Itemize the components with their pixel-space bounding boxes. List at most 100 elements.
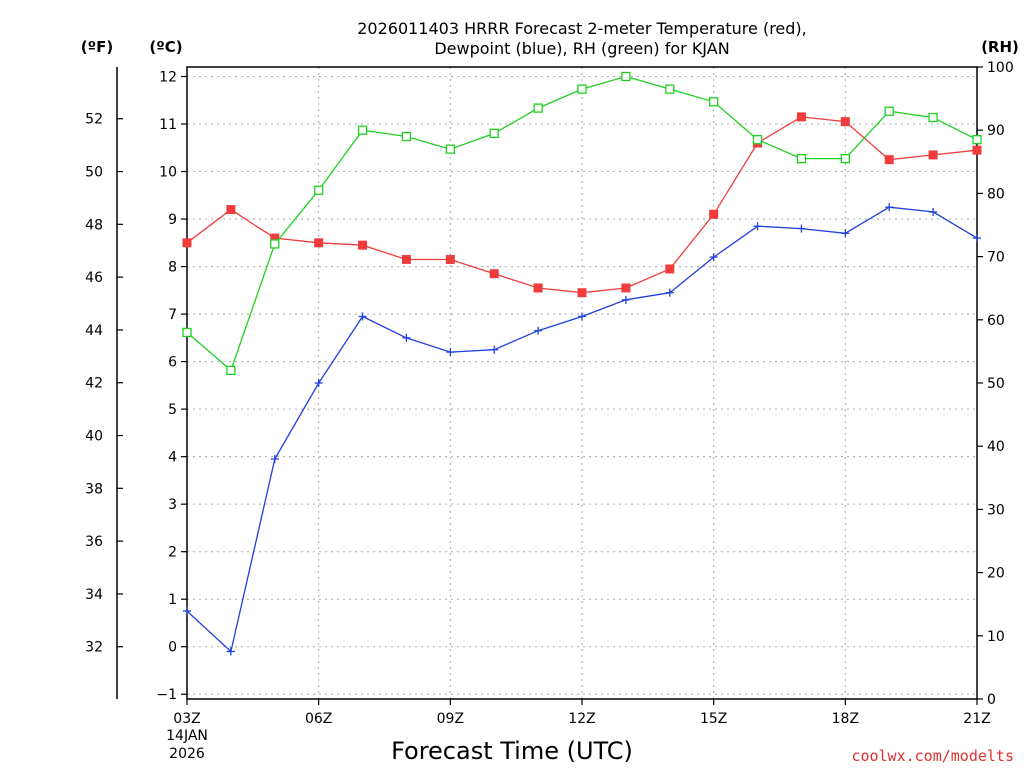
series-point-rh-9 bbox=[445, 144, 455, 154]
rh-tick-label-40: 40 bbox=[987, 439, 1005, 455]
celsius-tick-label-4: 4 bbox=[168, 450, 177, 466]
rh-tick-label-100: 100 bbox=[987, 60, 1014, 76]
series-point-rh-20 bbox=[928, 112, 938, 123]
series-point-2-meter-temperature-8 bbox=[401, 254, 411, 264]
series-point-2-meter-temperature-12 bbox=[577, 288, 587, 298]
series-point-dewpoint-18 bbox=[841, 229, 850, 238]
series-point-2-meter-temperature-21 bbox=[972, 145, 982, 155]
celsius-tick-label-10: 10 bbox=[159, 165, 177, 181]
x-axis-label: Forecast Time (UTC) bbox=[391, 737, 633, 765]
source-credit: coolwx.com/modelts bbox=[851, 747, 1014, 765]
series-point-rh-10 bbox=[489, 128, 499, 139]
series-point-dewpoint-10 bbox=[490, 345, 499, 354]
celsius-axis-unit: (ºC) bbox=[149, 38, 182, 56]
series-point-2-meter-temperature-13 bbox=[621, 283, 631, 293]
rh-tick-label-50: 50 bbox=[987, 376, 1005, 392]
x-tick-label-06Z: 06Z bbox=[305, 711, 332, 727]
fahrenheit-tick-label-34: 34 bbox=[85, 587, 103, 603]
series-point-dewpoint-17 bbox=[797, 224, 806, 233]
series-point-rh-19 bbox=[884, 106, 894, 116]
fahrenheit-tick-label-48: 48 bbox=[85, 217, 103, 233]
fahrenheit-tick-label-42: 42 bbox=[85, 376, 103, 392]
rh-tick-label-60: 60 bbox=[987, 313, 1005, 329]
series-point-2-meter-temperature-19 bbox=[884, 155, 894, 165]
series-point-2-meter-temperature-10 bbox=[489, 269, 499, 279]
celsius-tick-label-3: 3 bbox=[168, 497, 177, 513]
ticks-layer: −101234567891011123234363840424446485052… bbox=[85, 60, 1014, 727]
series-point-2-meter-temperature-4 bbox=[226, 205, 236, 215]
series-point-rh-14 bbox=[665, 84, 675, 94]
fahrenheit-tick-label-46: 46 bbox=[85, 270, 103, 286]
series-point-rh-5 bbox=[270, 239, 280, 249]
series-point-2-meter-temperature-14 bbox=[665, 264, 675, 274]
celsius-tick-label-5: 5 bbox=[168, 402, 177, 418]
series-point-dewpoint-19 bbox=[885, 203, 894, 212]
series-point-dewpoint-16 bbox=[753, 222, 762, 231]
series-point-rh-12 bbox=[577, 84, 587, 94]
chart-title-line-2: Dewpoint (blue), RH (green) for KJAN bbox=[434, 39, 729, 58]
celsius-tick-label-6: 6 bbox=[168, 355, 177, 371]
series-point-rh-18 bbox=[840, 153, 850, 164]
rh-tick-label-80: 80 bbox=[987, 186, 1005, 202]
fahrenheit-tick-label-50: 50 bbox=[85, 165, 103, 181]
x-date-line-2: 2026 bbox=[169, 746, 205, 762]
celsius-tick-label-1: 1 bbox=[168, 592, 177, 608]
celsius-tick-label-11: 11 bbox=[159, 117, 177, 133]
series-point-rh-21 bbox=[972, 135, 982, 145]
fahrenheit-tick-label-40: 40 bbox=[85, 429, 103, 445]
series-point-dewpoint-9 bbox=[446, 348, 455, 357]
series-point-dewpoint-5 bbox=[270, 455, 279, 464]
rh-axis-unit: (RH) bbox=[981, 38, 1019, 56]
series-point-dewpoint-8 bbox=[402, 333, 411, 342]
series-point-2-meter-temperature-18 bbox=[840, 117, 850, 127]
series-point-dewpoint-11 bbox=[534, 326, 543, 335]
rh-tick-label-30: 30 bbox=[987, 502, 1005, 518]
series-point-2-meter-temperature-6 bbox=[314, 238, 324, 248]
celsius-tick-label-0: 0 bbox=[168, 640, 177, 656]
series-point-2-meter-temperature-15 bbox=[709, 209, 719, 219]
series-point-dewpoint-20 bbox=[929, 207, 938, 216]
series-point-rh-6 bbox=[314, 185, 324, 195]
series-point-rh-13 bbox=[621, 71, 631, 82]
celsius-tick-label-7: 7 bbox=[168, 307, 177, 323]
rh-tick-label-0: 0 bbox=[987, 692, 996, 708]
fahrenheit-tick-label-52: 52 bbox=[85, 112, 103, 128]
fahrenheit-tick-label-38: 38 bbox=[85, 481, 103, 497]
series-point-dewpoint-6 bbox=[314, 379, 323, 387]
rh-tick-label-10: 10 bbox=[987, 629, 1005, 645]
series-point-rh-7 bbox=[357, 125, 368, 135]
series-point-dewpoint-13 bbox=[621, 295, 630, 304]
fahrenheit-tick-label-32: 32 bbox=[85, 640, 103, 656]
series-point-dewpoint-21 bbox=[973, 234, 981, 243]
series-point-2-meter-temperature-9 bbox=[445, 254, 455, 264]
celsius-tick-label-2: 2 bbox=[168, 545, 177, 561]
rh-tick-label-90: 90 bbox=[987, 123, 1005, 139]
rh-tick-label-70: 70 bbox=[987, 250, 1005, 266]
x-tick-label-03Z: 03Z bbox=[173, 711, 200, 727]
chart-title-line-1: 2026011403 HRRR Forecast 2-meter Tempera… bbox=[357, 19, 807, 38]
series-point-2-meter-temperature-3 bbox=[182, 238, 192, 248]
series-point-rh-11 bbox=[533, 103, 543, 113]
series-point-dewpoint-3 bbox=[183, 607, 191, 616]
series-point-2-meter-temperature-17 bbox=[796, 112, 806, 122]
series-point-dewpoint-15 bbox=[709, 253, 718, 262]
celsius-tick-label-8: 8 bbox=[168, 260, 177, 276]
series-point-rh-15 bbox=[709, 97, 719, 107]
series-point-rh-3 bbox=[182, 327, 192, 338]
x-tick-label-12Z: 12Z bbox=[568, 711, 595, 727]
series-point-dewpoint-14 bbox=[665, 288, 674, 297]
x-tick-label-15Z: 15Z bbox=[700, 711, 727, 727]
celsius-tick-label--1: −1 bbox=[156, 687, 177, 703]
series-point-dewpoint-4 bbox=[226, 647, 235, 656]
series-point-rh-17 bbox=[796, 153, 807, 164]
series-layer bbox=[182, 71, 982, 656]
rh-tick-label-20: 20 bbox=[987, 566, 1005, 582]
fahrenheit-tick-label-36: 36 bbox=[85, 534, 103, 550]
fahrenheit-tick-label-44: 44 bbox=[85, 323, 103, 339]
x-tick-label-18Z: 18Z bbox=[832, 711, 859, 727]
series-point-rh-4 bbox=[226, 365, 236, 376]
x-date-line-1: 14JAN bbox=[166, 728, 208, 744]
series-point-rh-16 bbox=[752, 135, 763, 145]
